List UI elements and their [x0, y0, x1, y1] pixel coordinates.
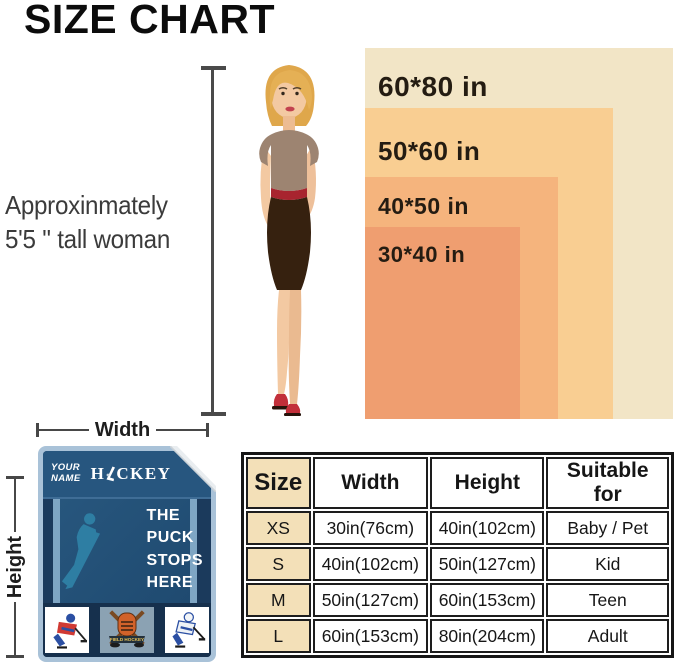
cell-width: 50in(127cm)	[312, 583, 429, 617]
skater-white-icon	[172, 612, 206, 648]
blanket-thumbnail: YOUR NAME H CKEY	[38, 446, 216, 662]
size-box-label: 50*60 in	[378, 136, 481, 166]
approx-note-line1: Approxinmately	[5, 190, 168, 220]
measure-bar	[13, 602, 17, 655]
folded-corner	[170, 446, 216, 492]
blanket-body: THE PUCK STOPS HERE	[43, 499, 211, 603]
slogan-line: HERE	[146, 574, 193, 592]
woman-illustration	[259, 65, 319, 416]
header-cell-height: Height	[430, 457, 545, 509]
slogan-line: STOPS	[146, 551, 203, 569]
your-name-line2: NAME	[51, 473, 81, 484]
slogan-line: PUCK	[146, 529, 194, 547]
blanket-bottom-row: FIELD HOCKEY	[43, 603, 211, 657]
cell-height: 60in(153cm)	[430, 583, 545, 617]
your-name-line1: YOUR	[51, 462, 81, 474]
height-measure: Height	[3, 476, 27, 658]
slogan-line: THE	[146, 507, 181, 524]
width-measure: Width	[36, 418, 210, 441]
hockey-stick-icon	[106, 466, 116, 482]
measure-bar	[156, 428, 207, 432]
cell-suitable: Adult	[546, 619, 669, 653]
puck-slogan: THE PUCK STOPS HERE	[147, 505, 203, 595]
table-row-xs: XS 30in(76cm) 40in(102cm) Baby / Pet	[246, 511, 669, 545]
skater-white-art	[165, 607, 209, 653]
table-header-row: Size Width Height Suitable for	[246, 457, 669, 509]
cell-size: XS	[246, 511, 311, 545]
approx-note-line2: 5'5 '' tall woman	[5, 224, 171, 255]
skater-red-icon	[53, 613, 87, 649]
cell-size: S	[246, 547, 311, 581]
woman-height-line	[201, 66, 226, 416]
table-row-m: M 50in(127cm) 60in(153cm) Teen	[246, 583, 669, 617]
size-box-30x40: 30*40 in	[365, 227, 520, 419]
header-cell-width: Width	[312, 457, 429, 509]
cell-width: 40in(102cm)	[312, 547, 429, 581]
cell-size: L	[246, 619, 311, 653]
width-label: Width	[94, 418, 151, 441]
measure-cap	[206, 423, 210, 437]
size-box-label: 60*80 in	[378, 71, 488, 102]
brand-h: H	[90, 464, 106, 483]
measure-cap	[201, 66, 226, 70]
page-title: SIZE CHART	[24, 0, 275, 42]
hockey-player-silhouette-icon	[61, 513, 101, 590]
height-label: Height	[3, 535, 26, 599]
cell-height: 40in(102cm)	[430, 511, 545, 545]
skater-red-art	[45, 607, 89, 653]
your-name-label: YOUR NAME	[51, 462, 81, 485]
size-box-label: 40*50 in	[378, 193, 469, 219]
stripe	[190, 499, 197, 603]
table-row-l: L 60in(153cm) 80in(204cm) Adult	[246, 619, 669, 653]
cell-suitable: Kid	[546, 547, 669, 581]
cell-size: M	[246, 583, 311, 617]
measure-cap	[201, 412, 226, 416]
cell-height: 50in(127cm)	[430, 547, 545, 581]
stripe	[53, 499, 60, 603]
brand-ckey: CKEY	[116, 464, 172, 483]
measure-bar	[211, 69, 214, 413]
measure-bar	[39, 428, 89, 432]
cell-width: 30in(76cm)	[312, 511, 429, 545]
hockey-brand: H CKEY	[91, 464, 172, 484]
cell-width: 60in(153cm)	[312, 619, 429, 653]
measure-cap	[6, 655, 24, 658]
cell-suitable: Teen	[546, 583, 669, 617]
cell-height: 80in(204cm)	[430, 619, 545, 653]
goalie-logo-art: FIELD HOCKEY	[100, 607, 154, 653]
header-cell-suitable: Suitable for	[546, 457, 669, 509]
size-table: Size Width Height Suitable for XS 30in(7…	[241, 452, 674, 658]
header-cell-size: Size	[246, 457, 311, 509]
goalie-mask-logo-icon: FIELD HOCKEY	[109, 610, 145, 648]
approx-height-note: Approxinmately 5'5 '' tall woman	[5, 188, 170, 257]
measure-bar	[13, 479, 17, 532]
measure-cap	[6, 476, 24, 479]
size-box-label: 30*40 in	[378, 242, 466, 267]
measure-cap	[36, 423, 39, 437]
table-row-s: S 40in(102cm) 50in(127cm) Kid	[246, 547, 669, 581]
blanket-front: YOUR NAME H CKEY	[43, 451, 211, 657]
logo-banner-text: FIELD HOCKEY	[110, 637, 144, 642]
cell-suitable: Baby / Pet	[546, 511, 669, 545]
